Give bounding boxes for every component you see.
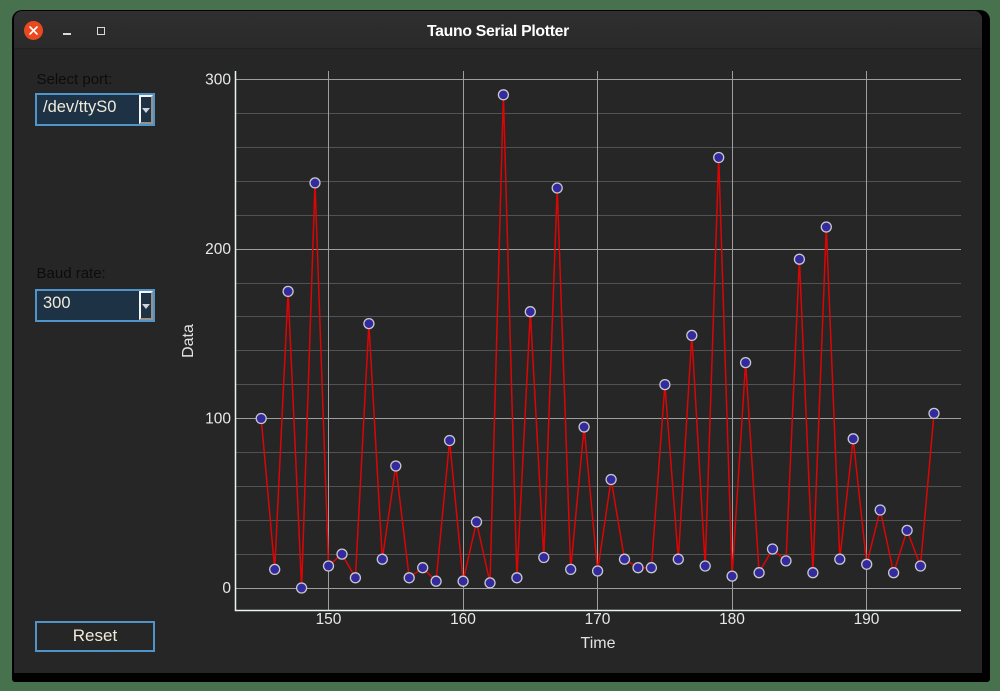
svg-text:180: 180 [719, 611, 745, 628]
svg-text:Time: Time [581, 635, 616, 652]
svg-text:0: 0 [222, 580, 231, 597]
svg-text:Data: Data [180, 324, 197, 358]
svg-text:100: 100 [205, 411, 231, 428]
svg-text:150: 150 [316, 611, 342, 628]
svg-text:200: 200 [205, 241, 231, 258]
svg-text:170: 170 [585, 611, 611, 628]
svg-text:160: 160 [450, 611, 476, 628]
svg-text:190: 190 [854, 611, 880, 628]
svg-text:300: 300 [205, 72, 231, 89]
